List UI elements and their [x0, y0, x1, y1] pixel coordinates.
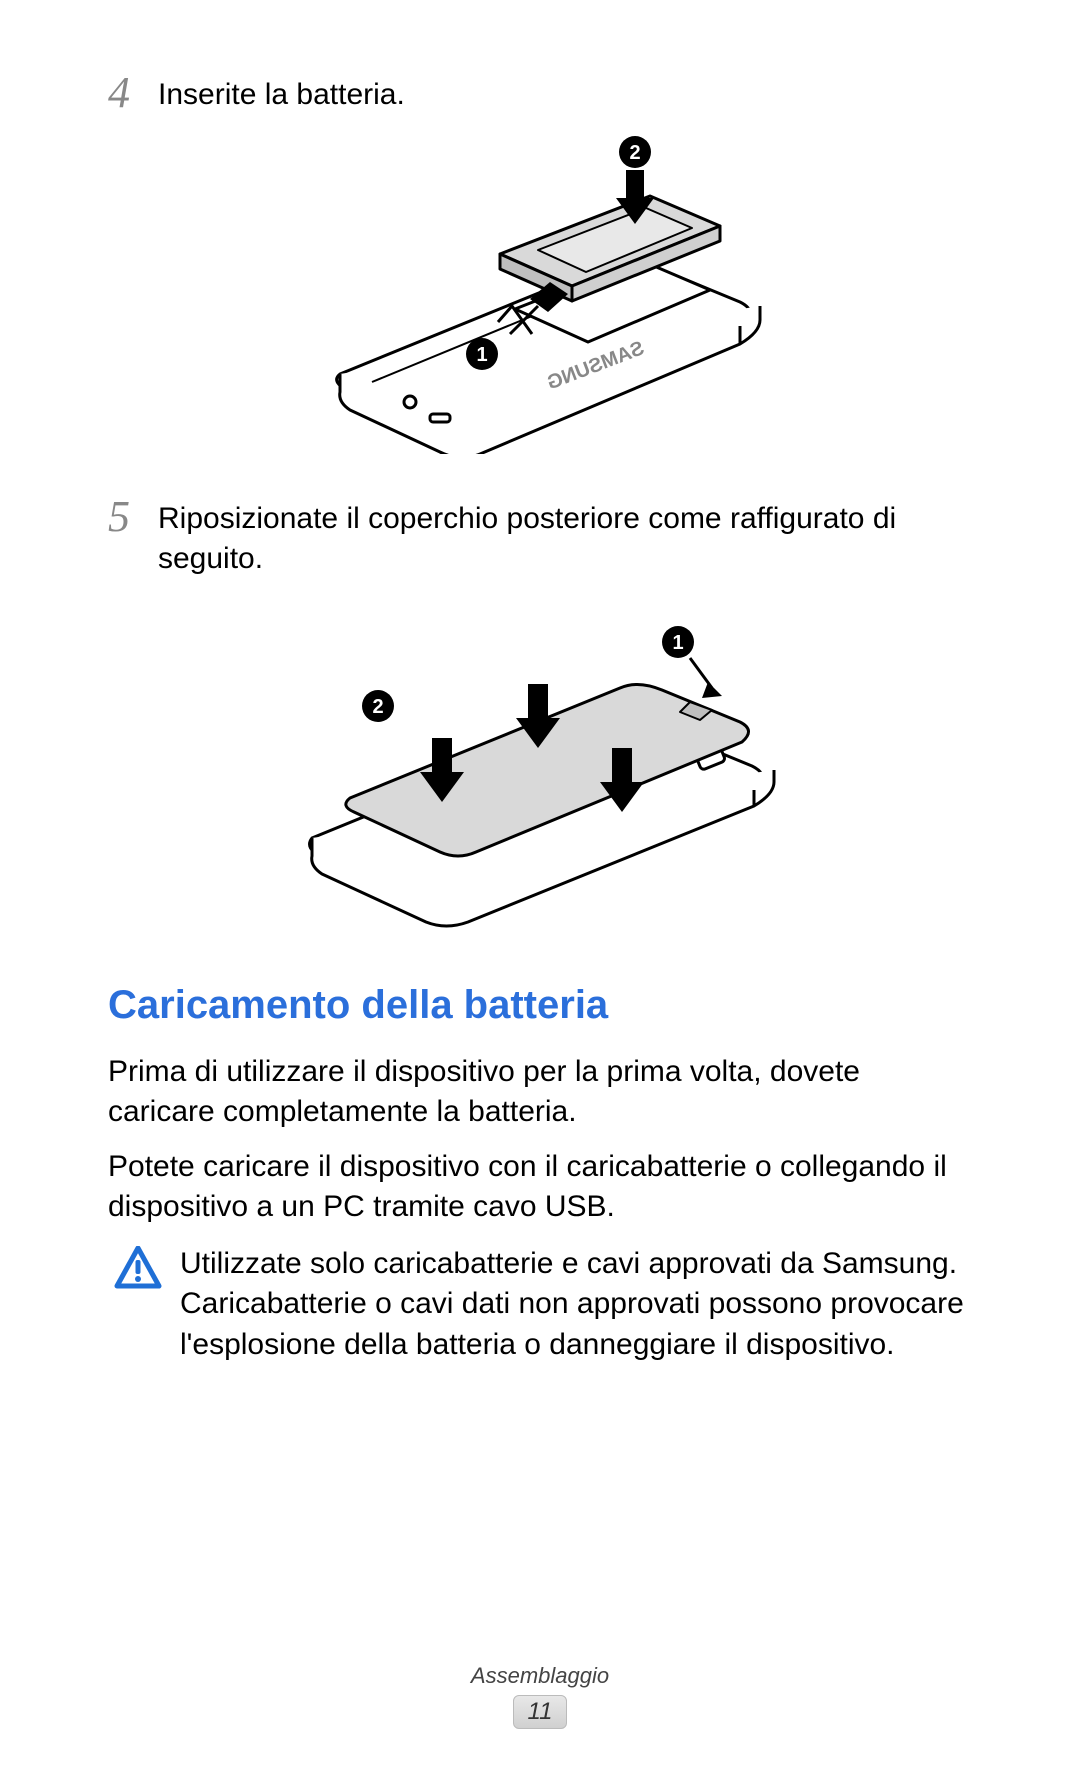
step-number: 5 — [108, 495, 158, 539]
callout-1: 1 — [476, 344, 487, 366]
para-1: Prima di utilizzare il dispositivo per l… — [108, 1052, 972, 1133]
warning-text: Utilizzate solo caricabatterie e cavi ap… — [180, 1244, 966, 1366]
step-text: Riposizionate il coperchio posteriore co… — [158, 499, 972, 580]
step-5: 5 Riposizionate il coperchio posteriore … — [108, 499, 972, 580]
figure-insert-battery: SAMSUNG 1 2 — [108, 134, 972, 459]
page-footer: Assemblaggio 11 — [0, 1663, 1080, 1729]
section-heading: Caricamento della batteria — [108, 983, 972, 1028]
footer-page-number: 11 — [513, 1695, 568, 1729]
warning-icon — [114, 1246, 166, 1295]
figure-replace-cover: 1 2 — [108, 598, 972, 933]
step-number: 4 — [108, 71, 158, 115]
para-2: Potete caricare il dispositivo con il ca… — [108, 1147, 972, 1228]
warning-box: Utilizzate solo caricabatterie e cavi ap… — [108, 1244, 972, 1366]
svg-text:1: 1 — [672, 632, 683, 654]
step-text: Inserite la batteria. — [158, 75, 405, 116]
svg-text:2: 2 — [372, 696, 383, 718]
callout-2: 2 — [629, 142, 640, 164]
step-4: 4 Inserite la batteria. — [108, 75, 972, 116]
footer-section-label: Assemblaggio — [0, 1663, 1080, 1689]
